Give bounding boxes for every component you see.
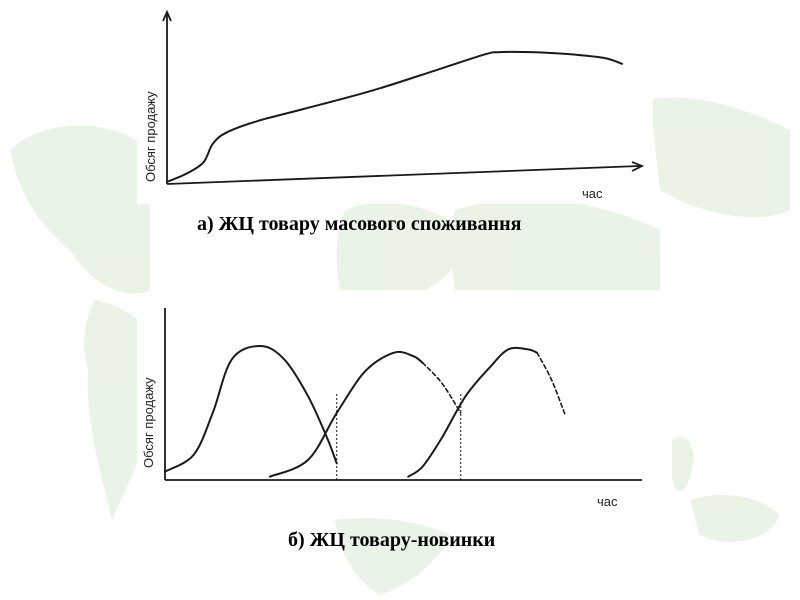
chart-b-svg: Обсяг продажу час (141, 308, 642, 509)
chart-b-series-line-2 (268, 350, 424, 478)
chart-b-series-line-3 (421, 361, 462, 414)
chart-a-x-axis-arrow (631, 161, 645, 172)
map-africa (335, 518, 450, 595)
chart-panel-b: Обсяг продажу час (137, 296, 658, 518)
map-asia (450, 199, 660, 290)
chart-a-ylabel: Обсяг продажу (143, 91, 158, 182)
map-east-asia (650, 97, 790, 218)
chart-a-x-axis (166, 165, 641, 185)
chart-panel-a: Обсяг продажу час (137, 8, 653, 204)
caption-b: б) ЖЦ товару-новинки (288, 529, 496, 551)
chart-b-series-line-5 (536, 351, 567, 418)
map-europe-africa (336, 202, 460, 290)
map-north-america (10, 125, 150, 294)
chart-a-series-line (166, 50, 623, 183)
chart-b-ylabel: Обсяг продажу (141, 377, 156, 468)
chart-b-xlabel: час (597, 494, 618, 509)
caption-a: а) ЖЦ товару масового споживання (197, 213, 522, 235)
chart-b-series-line-4 (407, 346, 539, 478)
chart-a-svg: Обсяг продажу час (143, 9, 645, 201)
map-madagascar (672, 436, 694, 491)
chart-a-xlabel: час (582, 186, 603, 201)
map-australia (690, 495, 780, 543)
chart-a-y-axis-arrow (162, 9, 172, 22)
chart-b-series-line-1 (164, 345, 338, 473)
